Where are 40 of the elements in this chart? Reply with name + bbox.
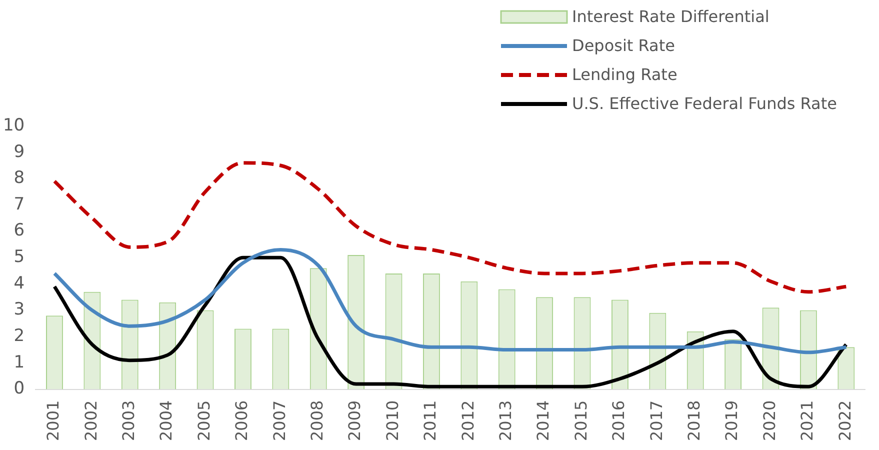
x-tick-label: 2003 bbox=[119, 400, 138, 441]
x-tick-label: 2016 bbox=[609, 400, 628, 441]
x-tick-label: 2014 bbox=[534, 400, 553, 441]
y-tick-label: 3 bbox=[14, 300, 25, 320]
x-tick-label: 2010 bbox=[382, 400, 402, 441]
x-tick-label: 2018 bbox=[684, 400, 704, 441]
y-tick-label: 6 bbox=[14, 220, 25, 241]
x-tick-label: 2002 bbox=[81, 400, 100, 441]
line-series bbox=[52, 248, 848, 354]
y-tick-label: 2 bbox=[14, 326, 25, 346]
x-tick-label: 2019 bbox=[722, 400, 742, 441]
x-tick-label: 2022 bbox=[835, 400, 854, 441]
x-tick-label: 2021 bbox=[798, 400, 817, 441]
x-tick-label: 2017 bbox=[646, 400, 666, 441]
y-tick-label: 7 bbox=[14, 194, 25, 214]
y-tick-label: 10 bbox=[2, 115, 25, 136]
legend-label: Deposit Rate bbox=[572, 36, 675, 55]
x-tick-label: 2008 bbox=[308, 400, 327, 441]
line-series bbox=[52, 256, 848, 388]
x-tick-label: 2004 bbox=[156, 400, 176, 441]
x-tick-label: 2007 bbox=[270, 400, 289, 441]
x-tick-label: 2012 bbox=[458, 400, 478, 441]
x-tick-label: 2015 bbox=[571, 400, 590, 441]
y-tick-label: 0 bbox=[14, 378, 25, 399]
y-tick-label: 1 bbox=[14, 352, 25, 372]
x-tick-label: 2013 bbox=[496, 400, 516, 441]
x-tick-label: 2001 bbox=[44, 400, 63, 441]
y-tick-label: 9 bbox=[14, 142, 25, 162]
x-tick-label: 2009 bbox=[345, 400, 364, 441]
legend-label: Lending Rate bbox=[572, 65, 678, 84]
y-tick-label: 4 bbox=[14, 273, 25, 294]
y-tick-label: 5 bbox=[14, 247, 25, 268]
line-series bbox=[52, 161, 848, 294]
x-tick-label: 2005 bbox=[194, 400, 214, 441]
x-tick-label: 2011 bbox=[420, 400, 440, 441]
x-tick-label: 2006 bbox=[232, 400, 252, 441]
legend-label: Interest Rate Differential bbox=[572, 7, 770, 26]
legend-label: U.S. Effective Federal Funds Rate bbox=[572, 94, 837, 113]
y-tick-label: 8 bbox=[14, 168, 25, 188]
x-tick-label: 2020 bbox=[760, 400, 779, 441]
